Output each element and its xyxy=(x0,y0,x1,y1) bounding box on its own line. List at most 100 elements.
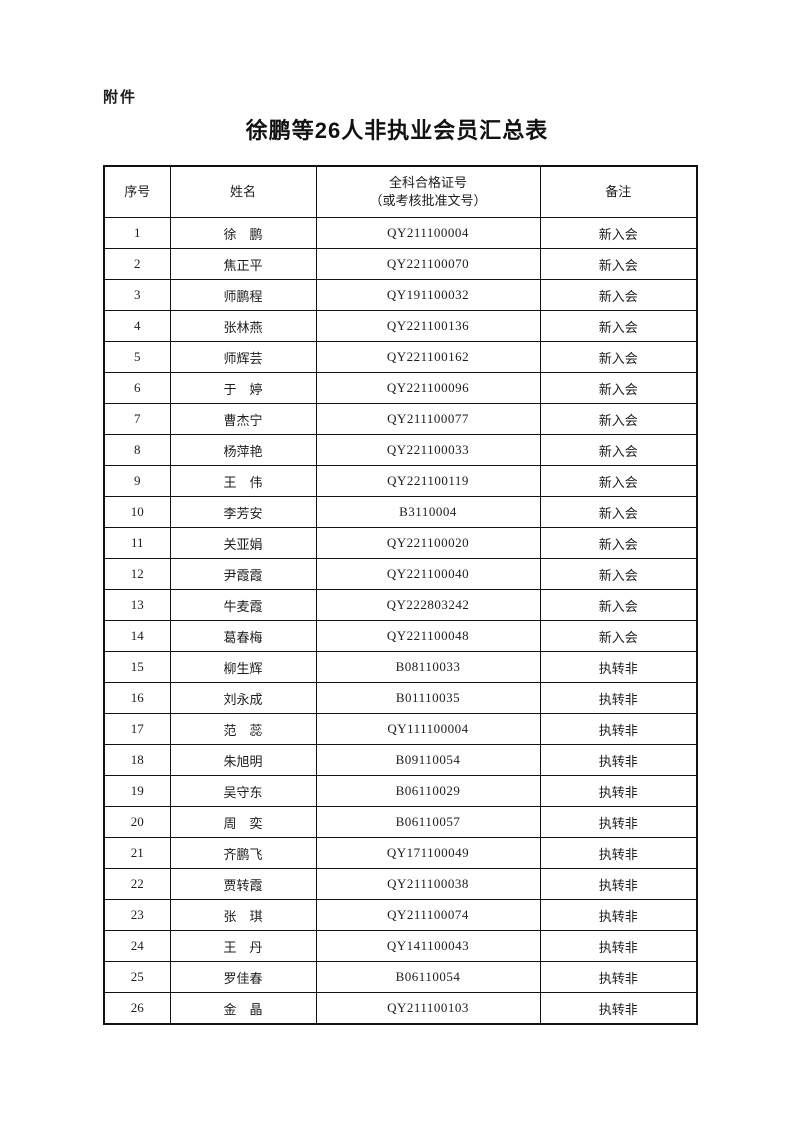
member-name: 张 琪 xyxy=(169,899,317,931)
member-name: 李芳安 xyxy=(169,496,317,528)
table-row: 3 师鹏程 QY191100032 新入会 xyxy=(103,279,698,311)
table-row: 20 周 奕 B06110057 执转非 xyxy=(103,806,698,838)
member-summary-table: 序号 姓名 全科合格证号 （或考核批准文号） 备注 1 徐 鹏 QY211100… xyxy=(103,165,698,1025)
member-name: 范 蕊 xyxy=(169,713,317,745)
certificate-number: B06110054 xyxy=(315,961,541,993)
table-row: 4 张林燕 QY221100136 新入会 xyxy=(103,310,698,342)
certificate-number: QY191100032 xyxy=(315,279,541,311)
remark: 新入会 xyxy=(539,496,698,528)
table-row: 25 罗佳春 B06110054 执转非 xyxy=(103,961,698,993)
row-number: 22 xyxy=(103,868,171,900)
table-row: 1 徐 鹏 QY211100004 新入会 xyxy=(103,217,698,249)
member-name: 杨萍艳 xyxy=(169,434,317,466)
member-name: 尹霞霞 xyxy=(169,558,317,590)
table-row: 16 刘永成 B01110035 执转非 xyxy=(103,682,698,714)
certificate-number: QY221100048 xyxy=(315,620,541,652)
table-row: 21 齐鹏飞 QY171100049 执转非 xyxy=(103,837,698,869)
certificate-number: QY221100119 xyxy=(315,465,541,497)
remark: 执转非 xyxy=(539,992,698,1025)
member-name: 朱旭明 xyxy=(169,744,317,776)
row-number: 20 xyxy=(103,806,171,838)
remark: 新入会 xyxy=(539,310,698,342)
table-row: 15 柳生辉 B08110033 执转非 xyxy=(103,651,698,683)
remark: 新入会 xyxy=(539,558,698,590)
table-row: 11 关亚娟 QY221100020 新入会 xyxy=(103,527,698,559)
remark: 执转非 xyxy=(539,837,698,869)
certificate-number: QY211100077 xyxy=(315,403,541,435)
row-number: 6 xyxy=(103,372,171,404)
remark: 新入会 xyxy=(539,465,698,497)
table-row: 13 牛麦霞 QY222803242 新入会 xyxy=(103,589,698,621)
member-name: 师鹏程 xyxy=(169,279,317,311)
header-remark: 备注 xyxy=(539,165,698,218)
remark: 执转非 xyxy=(539,930,698,962)
member-table-body: 1 徐 鹏 QY211100004 新入会 2 焦正平 QY221100070 … xyxy=(103,217,698,1025)
certificate-number: B06110057 xyxy=(315,806,541,838)
row-number: 4 xyxy=(103,310,171,342)
member-name: 金 晶 xyxy=(169,992,317,1025)
remark: 新入会 xyxy=(539,372,698,404)
certificate-number: QY211100103 xyxy=(315,992,541,1025)
remark: 新入会 xyxy=(539,620,698,652)
remark: 执转非 xyxy=(539,806,698,838)
remark: 新入会 xyxy=(539,403,698,435)
row-number: 12 xyxy=(103,558,171,590)
table-row: 19 吴守东 B06110029 执转非 xyxy=(103,775,698,807)
row-number: 5 xyxy=(103,341,171,373)
table-row: 24 王 丹 QY141100043 执转非 xyxy=(103,930,698,962)
member-name: 葛春梅 xyxy=(169,620,317,652)
row-number: 17 xyxy=(103,713,171,745)
row-number: 24 xyxy=(103,930,171,962)
remark: 新入会 xyxy=(539,248,698,280)
member-name: 周 奕 xyxy=(169,806,317,838)
table-row: 26 金 晶 QY211100103 执转非 xyxy=(103,992,698,1025)
header-certificate-line2: （或考核批准文号） xyxy=(369,193,487,208)
member-name: 牛麦霞 xyxy=(169,589,317,621)
remark: 新入会 xyxy=(539,279,698,311)
table-row: 23 张 琪 QY211100074 执转非 xyxy=(103,899,698,931)
member-name: 王 伟 xyxy=(169,465,317,497)
table-row: 18 朱旭明 B09110054 执转非 xyxy=(103,744,698,776)
row-number: 15 xyxy=(103,651,171,683)
table-row: 8 杨萍艳 QY221100033 新入会 xyxy=(103,434,698,466)
table-row: 5 师辉芸 QY221100162 新入会 xyxy=(103,341,698,373)
header-certificate-line1: 全科合格证号 xyxy=(388,175,467,191)
remark: 执转非 xyxy=(539,775,698,807)
row-number: 13 xyxy=(103,589,171,621)
member-name: 罗佳春 xyxy=(169,961,317,993)
certificate-number: QY221100070 xyxy=(315,248,541,280)
certificate-number: QY221100136 xyxy=(315,310,541,342)
member-name: 柳生辉 xyxy=(169,651,317,683)
member-name: 齐鹏飞 xyxy=(169,837,317,869)
member-name: 关亚娟 xyxy=(169,527,317,559)
member-name: 贾转霞 xyxy=(169,868,317,900)
member-name: 刘永成 xyxy=(169,682,317,714)
member-name: 曹杰宁 xyxy=(169,403,317,435)
certificate-number: QY211100074 xyxy=(315,899,541,931)
certificate-number: B08110033 xyxy=(315,651,541,683)
remark: 执转非 xyxy=(539,899,698,931)
remark: 新入会 xyxy=(539,527,698,559)
row-number: 11 xyxy=(103,527,171,559)
certificate-number: QY211100004 xyxy=(315,217,541,249)
remark: 新入会 xyxy=(539,217,698,249)
remark: 执转非 xyxy=(539,682,698,714)
certificate-number: QY221100033 xyxy=(315,434,541,466)
table-row: 12 尹霞霞 QY221100040 新入会 xyxy=(103,558,698,590)
row-number: 8 xyxy=(103,434,171,466)
certificate-number: QY111100004 xyxy=(315,713,541,745)
remark: 执转非 xyxy=(539,713,698,745)
header-name: 姓名 xyxy=(169,165,317,218)
certificate-number: QY171100049 xyxy=(315,837,541,869)
remark: 执转非 xyxy=(539,868,698,900)
row-number: 2 xyxy=(103,248,171,280)
table-row: 9 王 伟 QY221100119 新入会 xyxy=(103,465,698,497)
row-number: 14 xyxy=(103,620,171,652)
table-row: 2 焦正平 QY221100070 新入会 xyxy=(103,248,698,280)
table-row: 6 于 婷 QY221100096 新入会 xyxy=(103,372,698,404)
certificate-number: B3110004 xyxy=(315,496,541,528)
table-row: 17 范 蕊 QY111100004 执转非 xyxy=(103,713,698,745)
row-number: 18 xyxy=(103,744,171,776)
member-name: 张林燕 xyxy=(169,310,317,342)
